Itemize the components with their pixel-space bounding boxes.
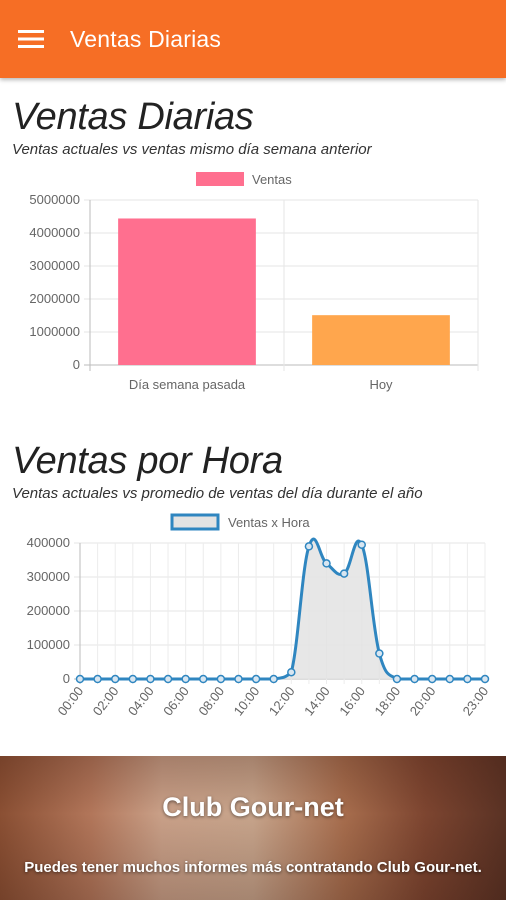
promo-title: Club Gour-net [162, 792, 344, 822]
data-point-0700 [199, 674, 208, 684]
legend-swatch-ventas-x-hora [170, 513, 220, 531]
promo-text: Puedes tener muchos informes más contrat… [24, 859, 482, 876]
data-point-1000 [251, 674, 261, 684]
x-tick-label: 10:00 [231, 684, 263, 719]
y-tick-label: 300000 [27, 569, 70, 584]
series-area-ventas-x-hora [80, 539, 485, 679]
line-chart-legend: Ventas x Hora [170, 513, 310, 531]
x-tick-label: 08:00 [195, 684, 227, 719]
legend-label-ventas: Ventas [252, 172, 292, 187]
daily-sales-bar-chart: Ventas 0 1000000 2000000 3000000 4000000 50000… [29, 172, 479, 392]
x-tick-label: 14:00 [301, 684, 333, 719]
y-tick-label: 0 [73, 357, 80, 372]
hourly-sales-title: Ventas por Hora [12, 440, 283, 482]
bar-hoy [312, 315, 450, 365]
data-point-0600 [181, 674, 190, 684]
data-point-1500 [339, 569, 349, 578]
x-tick-label: Hoy [369, 377, 393, 392]
data-point-0400 [146, 674, 155, 684]
y-tick-label: 3000000 [29, 258, 80, 273]
data-point-2000 [427, 674, 437, 684]
bar-chart-legend: Ventas [196, 172, 292, 187]
data-point-0200 [110, 674, 120, 684]
x-tick-label: 16:00 [336, 684, 368, 719]
x-tick-label: 18:00 [371, 684, 403, 719]
data-point-0500 [163, 674, 173, 684]
app-bar-title: Ventas Diarias [70, 25, 222, 52]
data-point-1600 [357, 540, 366, 549]
y-tick-label: 100000 [27, 637, 70, 652]
daily-sales-title: Ventas Diarias [12, 96, 254, 138]
x-tick-label: 20:00 [407, 684, 439, 719]
y-tick-label: 2000000 [29, 291, 80, 306]
hourly-sales-line-chart: Ventas x Hora 0 100000 200000 300000 400000 00… [27, 513, 492, 719]
hourly-sales-subtitle: Ventas actuales vs promedio de ventas de… [12, 485, 423, 502]
data-point-2200 [463, 674, 472, 684]
data-point-1100 [269, 674, 278, 684]
data-point-1800 [392, 674, 402, 684]
x-tick-label: 06:00 [160, 684, 192, 719]
y-tick-label: 0 [63, 671, 70, 686]
data-point-0300 [128, 674, 138, 684]
data-point-1700 [375, 649, 384, 658]
x-tick-label: 00:00 [55, 684, 87, 719]
daily-sales-subtitle: Ventas actuales vs ventas mismo día sema… [12, 141, 372, 158]
data-point-0000 [75, 674, 85, 684]
y-tick-label: 4000000 [29, 225, 80, 240]
data-point-1200 [287, 667, 296, 677]
bar-dia-semana-pasada [118, 218, 256, 365]
y-tick-label: 200000 [27, 603, 70, 618]
data-point-2300 [480, 674, 490, 684]
x-tick-label: 04:00 [125, 684, 157, 719]
x-tick-label: 12:00 [266, 684, 298, 719]
app-bar: Ventas Diarias [0, 0, 506, 78]
data-point-0900 [234, 674, 243, 684]
data-point-1900 [410, 674, 419, 684]
legend-swatch-ventas [196, 172, 244, 186]
x-tick-label: Día semana pasada [129, 377, 246, 392]
x-tick-label: 02:00 [90, 684, 122, 719]
y-tick-label: 5000000 [29, 192, 80, 207]
club-gournet-banner[interactable]: Club Gour-net Puedes tener muchos inform… [0, 756, 506, 900]
data-point-2100 [445, 674, 455, 684]
data-point-1300 [304, 542, 314, 551]
y-tick-label: 1000000 [29, 324, 80, 339]
data-point-1400 [322, 559, 331, 568]
y-tick-label: 400000 [27, 535, 70, 550]
hamburger-menu-icon[interactable] [0, 0, 62, 78]
x-tick-label: 23:00 [460, 684, 492, 719]
data-point-0100 [93, 674, 102, 684]
series-line-ventas-x-hora [80, 537, 485, 681]
data-point-0800 [216, 674, 226, 684]
legend-label-ventas-x-hora: Ventas x Hora [228, 515, 310, 530]
